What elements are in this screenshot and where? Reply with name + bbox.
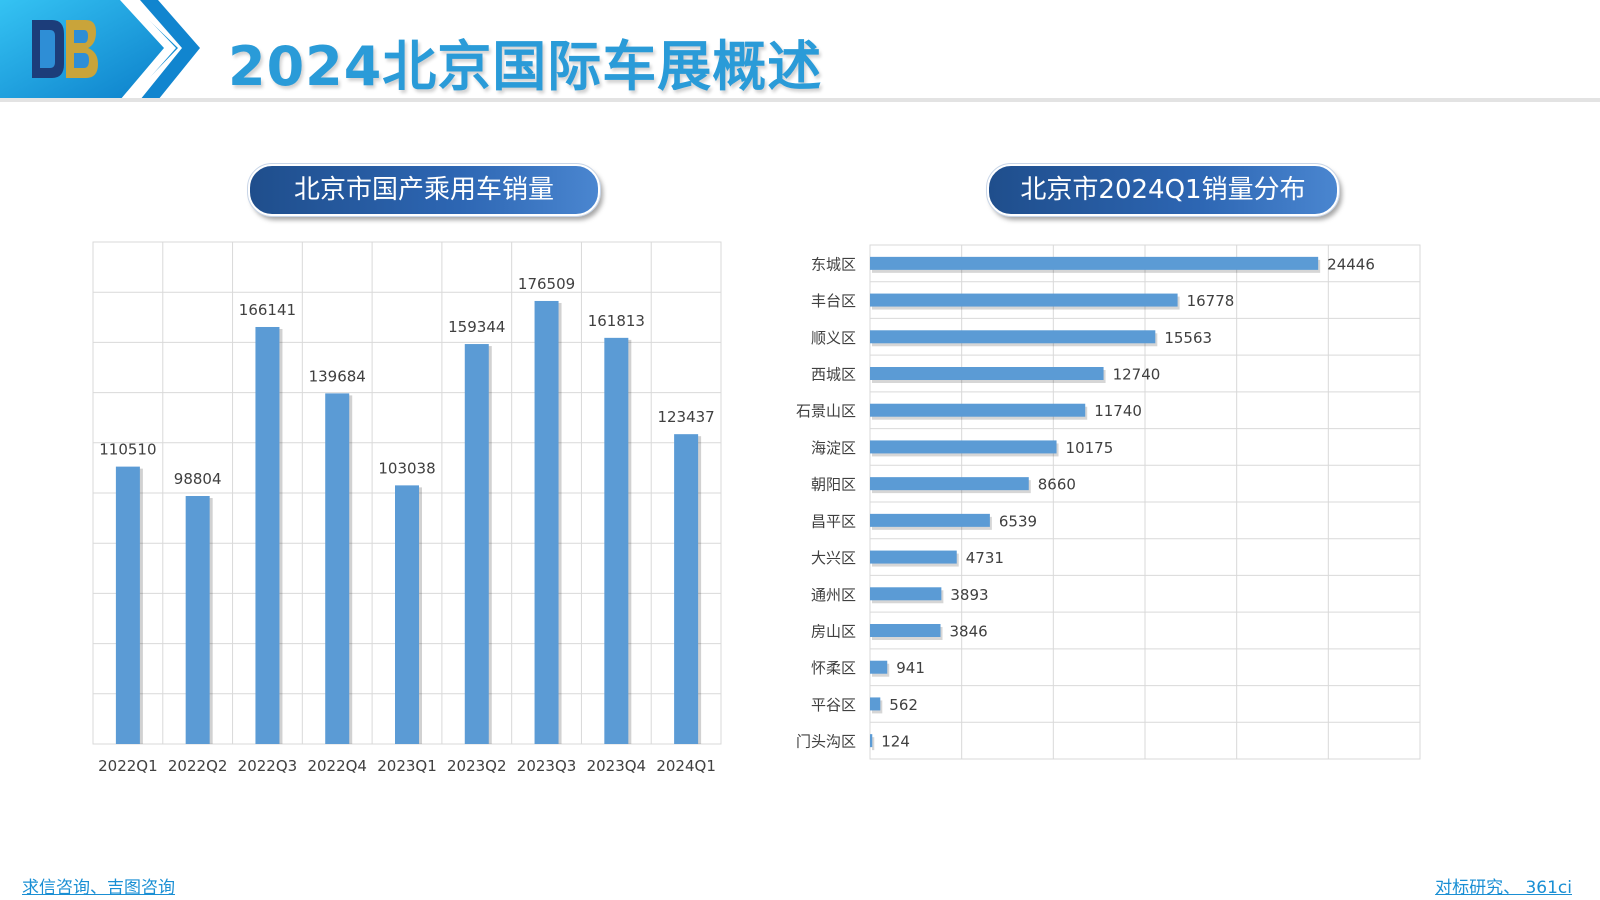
y-category-label: 通州区 bbox=[811, 586, 856, 604]
bar bbox=[534, 300, 559, 744]
left-chart-title: 北京市国产乘用车销量 bbox=[247, 163, 601, 217]
bar bbox=[115, 466, 140, 744]
bar bbox=[870, 513, 990, 527]
data-label: 124 bbox=[881, 733, 910, 751]
bar bbox=[870, 734, 873, 748]
x-tick-label: 2023Q1 bbox=[377, 757, 437, 775]
x-tick-label: 2023Q3 bbox=[517, 757, 577, 775]
y-category-label: 大兴区 bbox=[811, 549, 856, 567]
data-label: 139684 bbox=[309, 367, 366, 385]
y-category-label: 石景山区 bbox=[796, 402, 856, 420]
bar bbox=[870, 256, 1319, 270]
data-label: 15563 bbox=[1164, 329, 1212, 347]
x-tick-label: 2024Q1 bbox=[656, 757, 716, 775]
y-category-label: 丰台区 bbox=[811, 292, 856, 310]
data-label: 176509 bbox=[518, 275, 575, 293]
data-label: 4731 bbox=[966, 549, 1004, 567]
y-category-label: 朝阳区 bbox=[811, 476, 856, 494]
bar bbox=[870, 403, 1086, 417]
x-tick-label: 2022Q4 bbox=[307, 757, 367, 775]
bar-shadow bbox=[872, 737, 875, 751]
y-category-label: 海淀区 bbox=[811, 439, 856, 457]
data-label: 24446 bbox=[1327, 255, 1375, 273]
x-tick-label: 2022Q1 bbox=[98, 757, 158, 775]
bar bbox=[604, 337, 629, 744]
data-label: 6539 bbox=[999, 512, 1037, 530]
data-label: 941 bbox=[896, 659, 925, 677]
header-divider bbox=[0, 98, 1600, 102]
data-label: 161813 bbox=[588, 312, 645, 330]
bar bbox=[870, 587, 942, 601]
y-category-label: 门头沟区 bbox=[796, 733, 856, 751]
x-tick-label: 2022Q2 bbox=[168, 757, 228, 775]
bar bbox=[870, 440, 1057, 454]
quarterly-sales-chart: 110510 2022Q1 98804 2022Q2 166141 2022Q3 13968… bbox=[92, 241, 722, 775]
bar bbox=[464, 344, 489, 744]
bar bbox=[870, 330, 1156, 344]
y-category-label: 怀柔区 bbox=[811, 659, 856, 677]
bar bbox=[255, 326, 280, 744]
x-tick-label: 2023Q4 bbox=[587, 757, 647, 775]
data-label: 98804 bbox=[174, 470, 222, 488]
db-logo-icon bbox=[0, 0, 200, 100]
y-category-label: 顺义区 bbox=[811, 329, 856, 347]
data-label: 10175 bbox=[1066, 439, 1114, 457]
data-label: 12740 bbox=[1113, 366, 1161, 384]
data-label: 103038 bbox=[378, 459, 435, 477]
bar bbox=[870, 697, 881, 711]
y-category-label: 西城区 bbox=[811, 366, 856, 384]
district-sales-chart: 24446 东城区 16778 丰台区 15563 顺义区 12740 西城区 11740 石景山… bbox=[796, 244, 1421, 760]
bar bbox=[870, 624, 941, 637]
data-label: 166141 bbox=[239, 301, 296, 319]
data-label: 16778 bbox=[1187, 292, 1235, 310]
data-label: 11740 bbox=[1094, 402, 1142, 420]
y-category-label: 房山区 bbox=[811, 623, 856, 641]
page-title: 2024北京国际车展概述 bbox=[228, 35, 823, 98]
data-label: 110510 bbox=[99, 441, 156, 459]
x-tick-label: 2023Q2 bbox=[447, 757, 507, 775]
bar bbox=[325, 393, 350, 744]
bar bbox=[185, 496, 210, 744]
header-bar: 2024北京国际车展概述 bbox=[0, 0, 1600, 102]
bar bbox=[870, 550, 957, 564]
footer-right-link[interactable]: 对标研究、 361ci bbox=[1435, 878, 1572, 898]
data-label: 3893 bbox=[950, 586, 988, 604]
data-label: 123437 bbox=[657, 408, 714, 426]
bar bbox=[870, 367, 1104, 380]
x-tick-label: 2022Q3 bbox=[238, 757, 298, 775]
bar bbox=[870, 477, 1029, 491]
bar bbox=[674, 434, 699, 744]
data-label: 562 bbox=[889, 696, 918, 714]
bar bbox=[870, 660, 888, 674]
bar bbox=[395, 485, 419, 744]
bar bbox=[870, 293, 1178, 307]
footer-left-link[interactable]: 求信咨询、吉图咨询 bbox=[22, 878, 175, 898]
data-label: 3846 bbox=[950, 623, 988, 641]
data-label: 159344 bbox=[448, 318, 505, 336]
right-chart-title: 北京市2024Q1销量分布 bbox=[986, 163, 1340, 217]
y-category-label: 东城区 bbox=[811, 255, 856, 273]
data-label: 8660 bbox=[1038, 476, 1076, 494]
y-category-label: 昌平区 bbox=[811, 512, 856, 530]
y-category-label: 平谷区 bbox=[811, 696, 856, 714]
